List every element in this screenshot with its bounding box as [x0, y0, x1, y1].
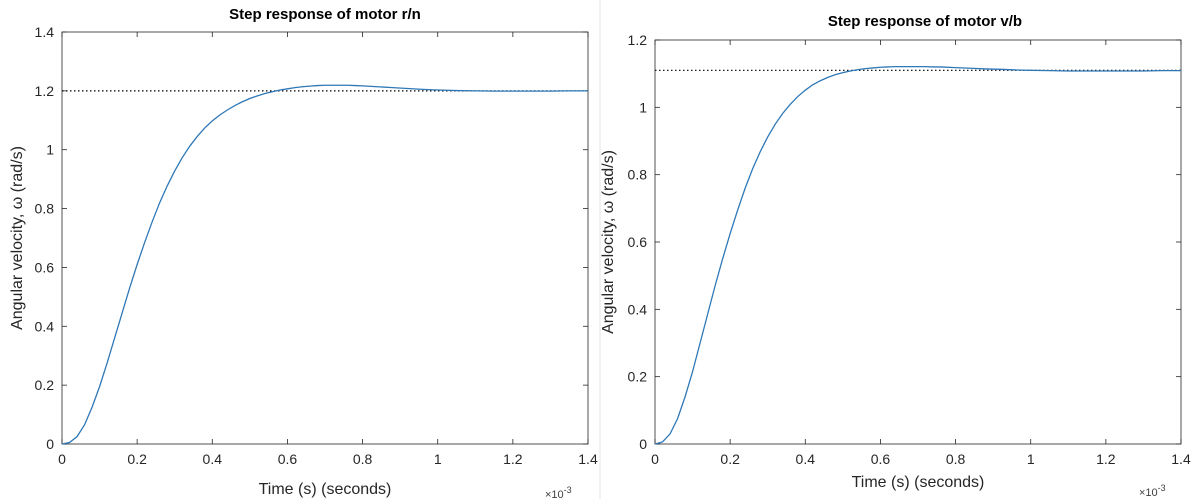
exponent-base: ×10 — [545, 489, 564, 499]
x-axis-label: Time (s) (seconds) — [259, 481, 392, 498]
x-axis-exponent-label: ×10-3 — [1139, 483, 1166, 499]
y-tick-label: 1.4 — [35, 24, 55, 40]
y-tick-label: 1 — [46, 142, 54, 158]
x-tick-label: 0.6 — [871, 451, 891, 467]
chart-title: Step response of motor v/b — [828, 13, 1022, 30]
left-chart-panel: 0 0.2 0.4 0.6 0.8 1 1.2 1.4 0 0.2 0.4 0.6 0.8 1 1.2 1.4… — [0, 0, 600, 501]
x-tick-label: 0.6 — [278, 451, 298, 467]
x-axis-label: Time (s) (seconds) — [852, 474, 985, 491]
right-chart: 0 0.2 0.4 0.6 0.8 1 1.2 1.4 0 0.2 0.4 0.6 0.8 1 1.2 Ste… — [600, 13, 1191, 499]
y-tick-label: 0.2 — [35, 377, 55, 393]
x-tick-label: 1.4 — [578, 451, 598, 467]
y-tick-label: 0.4 — [35, 318, 55, 334]
x-tick-label: 0.2 — [720, 451, 740, 467]
y-tick-label: 0.4 — [628, 301, 648, 317]
x-tick-label: 1.4 — [1171, 451, 1191, 467]
x-axis-exponent-label: ×10-3 — [545, 485, 572, 499]
x-tick-label: 1 — [1027, 451, 1035, 467]
y-tick-label: 0 — [639, 436, 647, 452]
y-tick-label: 0 — [46, 436, 54, 452]
y-tick-label: 1.2 — [628, 32, 648, 48]
exponent-power: -3 — [564, 485, 572, 495]
x-tick-label: 1 — [434, 451, 442, 467]
y-tick-label: 1 — [639, 99, 647, 115]
panel-divider — [599, 0, 601, 499]
step-response-series-line — [61, 84, 588, 445]
right-chart-panel: 0 0.2 0.4 0.6 0.8 1 1.2 1.4 0 0.2 0.4 0.6 0.8 1 1.2 Ste… — [600, 0, 1201, 499]
y-tick-label: 0.6 — [628, 234, 648, 250]
y-tick-label: 0.8 — [35, 201, 55, 217]
y-tick-label: 1.2 — [35, 83, 55, 99]
x-tick-label: 0 — [651, 451, 659, 467]
plot-area — [654, 39, 1182, 445]
x-tick-label: 0 — [58, 451, 66, 467]
exponent-base: ×10 — [1139, 487, 1158, 499]
chart-title: Step response of motor r/n — [229, 6, 421, 23]
y-tick-label: 0.2 — [628, 369, 648, 385]
x-tick-label: 0.8 — [946, 451, 966, 467]
y-axis-label: Angular velocity, ω (rad/s) — [601, 150, 617, 334]
plot-area — [61, 31, 589, 445]
y-tick-label: 0.8 — [628, 167, 648, 183]
y-axis-label: Angular velocity, ω (rad/s) — [9, 146, 26, 330]
x-tick-label: 0.4 — [203, 451, 223, 467]
x-tick-label: 1.2 — [503, 451, 523, 467]
y-tick-label: 0.6 — [35, 259, 55, 275]
x-tick-label: 0.2 — [127, 451, 147, 467]
x-tick-label: 0.4 — [796, 451, 816, 467]
x-tick-label: 0.8 — [353, 451, 373, 467]
x-tick-label: 1.2 — [1096, 451, 1116, 467]
step-response-series-line — [654, 65, 1181, 445]
exponent-power: -3 — [1158, 483, 1166, 493]
left-chart: 0 0.2 0.4 0.6 0.8 1 1.2 1.4 0 0.2 0.4 0.6 0.8 1 1.2 1.4… — [9, 6, 598, 501]
